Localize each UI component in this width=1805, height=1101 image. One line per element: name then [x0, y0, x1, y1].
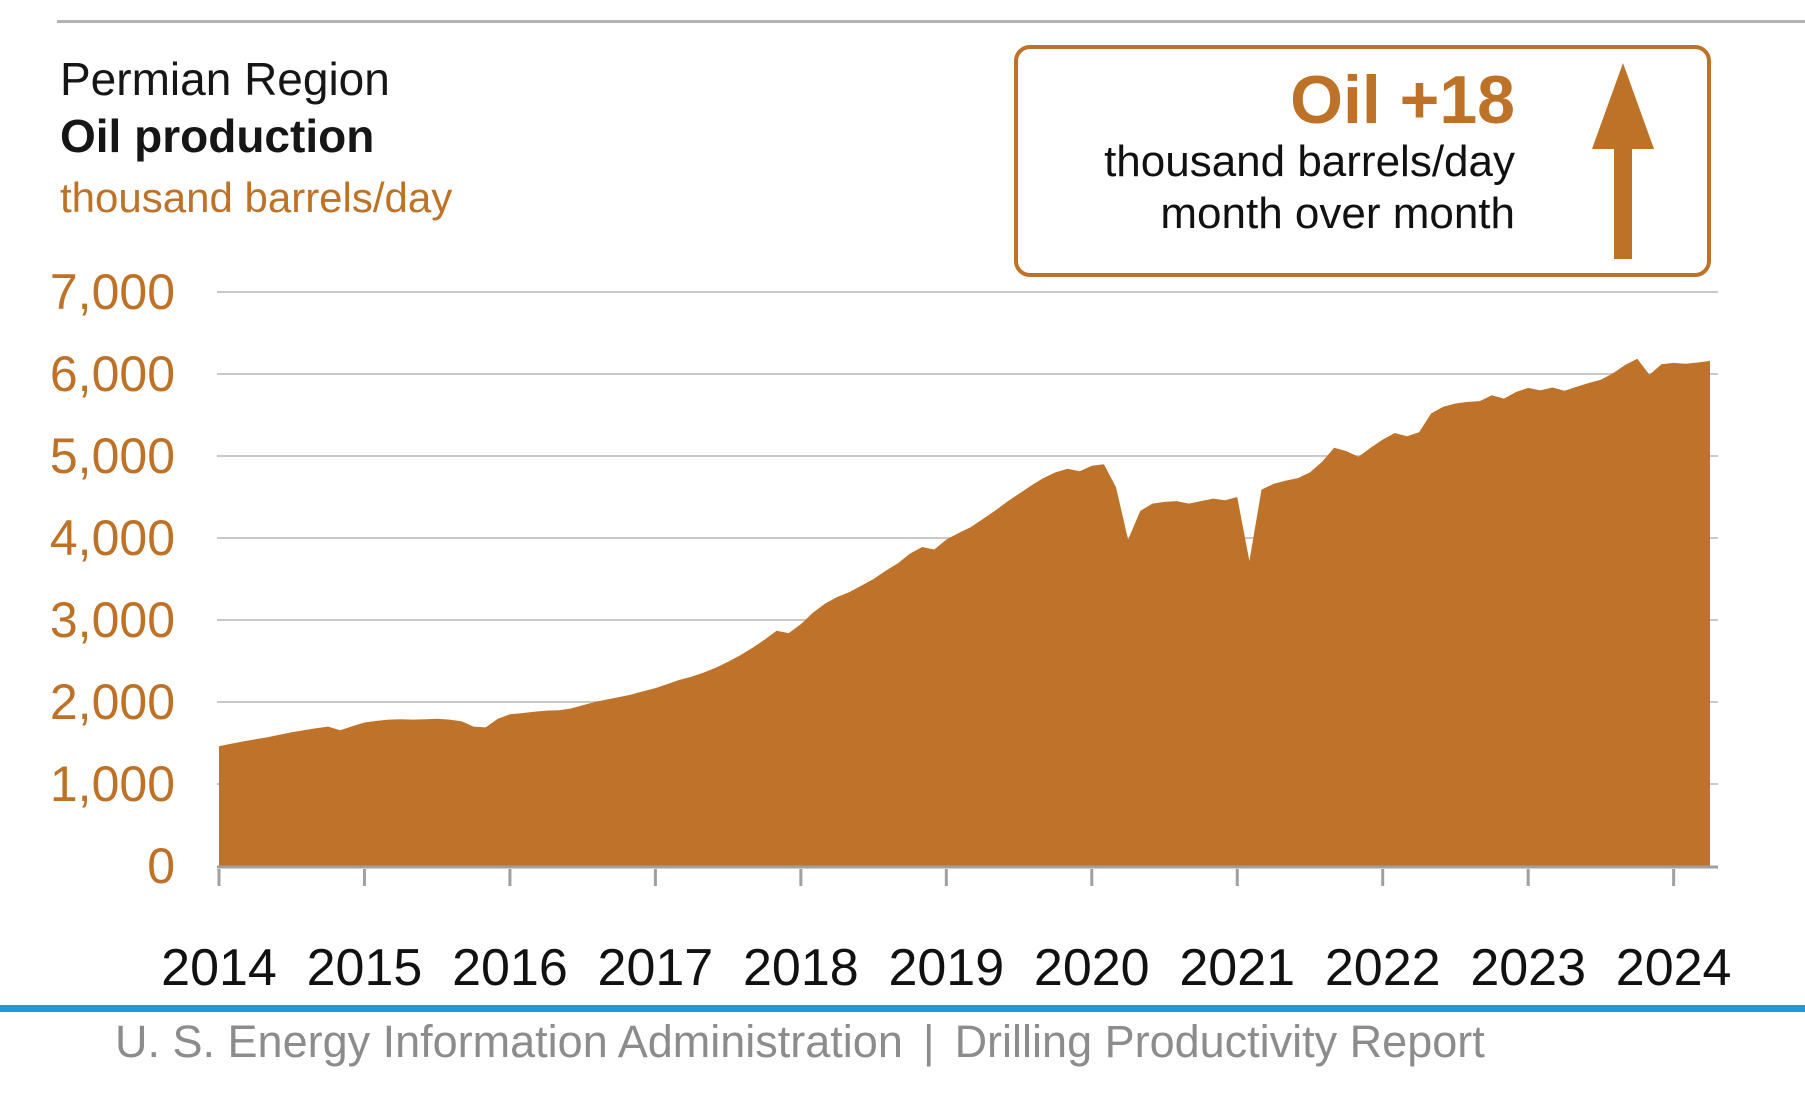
x-axis-label: 2017	[598, 939, 714, 997]
footer-report-name: Drilling Productivity Report	[954, 1016, 1485, 1067]
x-axis-label: 2019	[888, 939, 1004, 997]
y-axis-label: 7,000	[50, 264, 175, 320]
x-axis-label: 2021	[1179, 939, 1295, 997]
chart-metric-title: Oil production	[60, 110, 375, 162]
callout-unit-line: thousand barrels/day	[1104, 137, 1515, 187]
y-axis-label: 1,000	[50, 756, 175, 812]
x-axis-label: 2014	[161, 939, 277, 997]
footer: U. S. Energy Information Administration |…	[115, 1016, 1485, 1068]
x-axis-label: 2022	[1325, 939, 1441, 997]
footer-accent-rule	[0, 1005, 1805, 1012]
x-axis-label: 2024	[1616, 939, 1732, 997]
callout-headline: Oil +18	[1290, 62, 1515, 138]
callout-period-line: month over month	[1160, 189, 1515, 239]
callout-text-block: Oil +18 thousand barrels/day month over …	[1018, 49, 1539, 273]
footer-separator: |	[922, 1016, 935, 1067]
month-over-month-callout: Oil +18 thousand barrels/day month over …	[1014, 45, 1711, 277]
x-axis-label: 2016	[452, 939, 568, 997]
y-axis-label: 6,000	[50, 346, 175, 402]
y-axis-label: 3,000	[50, 592, 175, 648]
up-arrow-icon	[1539, 49, 1707, 273]
footer-agency: U. S. Energy Information Administration	[115, 1016, 903, 1067]
chart-region-title: Permian Region	[60, 53, 390, 105]
top-divider-rule	[57, 20, 1805, 23]
y-axis-label: 0	[147, 838, 175, 894]
chart-unit-label: thousand barrels/day	[60, 174, 453, 221]
y-axis-label: 5,000	[50, 428, 175, 484]
y-axis-label: 4,000	[50, 510, 175, 566]
x-axis-label: 2018	[743, 939, 859, 997]
y-axis-label: 2,000	[50, 674, 175, 730]
x-axis-label: 2015	[307, 939, 423, 997]
x-axis-label: 2020	[1034, 939, 1150, 997]
production-area-series	[219, 358, 1710, 866]
x-axis-label: 2023	[1470, 939, 1586, 997]
